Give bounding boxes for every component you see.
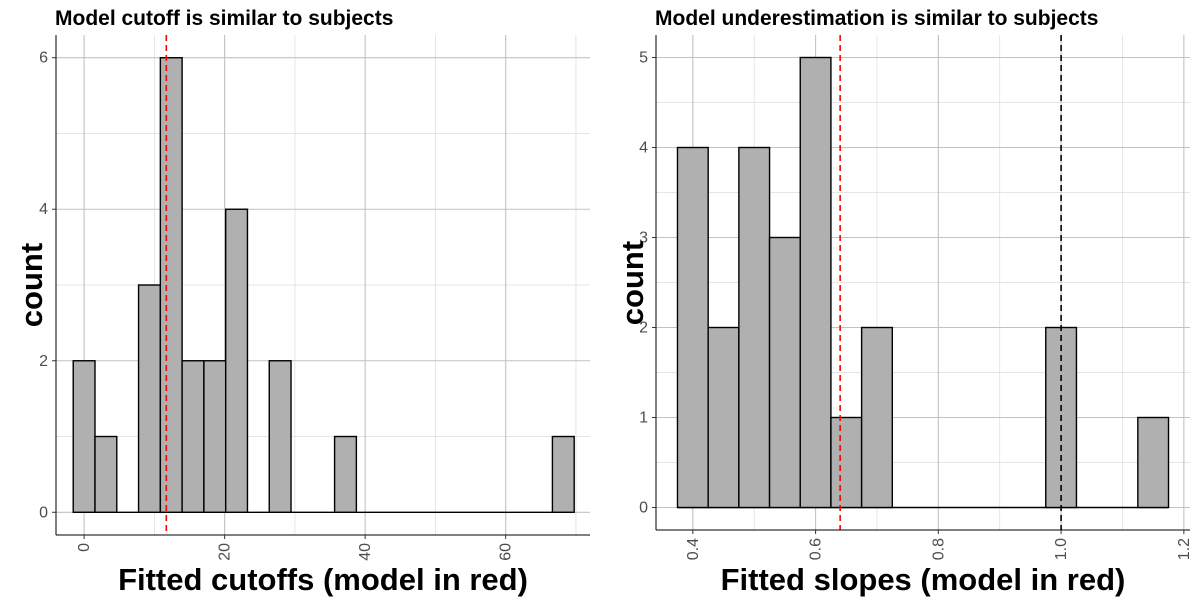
cutoff-histogram-panel: Model cutoff is similar to subjects 0 2 4 6…	[14, 7, 590, 597]
cutoff-histogram-bar	[137, 284, 162, 513]
slope-chart-title: Model underestimation is similar to subj…	[655, 7, 1098, 30]
cutoff-y-tick-label: 6	[39, 50, 48, 67]
slope-histogram-bar	[768, 236, 801, 509]
slope-axes	[655, 35, 1190, 531]
slope-x-tick-label: 1.2	[1176, 538, 1193, 560]
cutoff-x-tick-label: 60	[498, 543, 515, 561]
slope-x-tick-label: 0.8	[930, 538, 947, 560]
cutoff-histogram-bar	[203, 360, 227, 513]
slope-y-tick-label: 2	[639, 320, 648, 337]
cutoff-histogram-bar	[551, 435, 575, 513]
cutoff-y-axis-label: count	[14, 243, 49, 327]
slope-y-axis-label: count	[615, 241, 650, 325]
cutoff-histogram-bar	[333, 435, 358, 513]
cutoff-y-tick-label: 0	[39, 504, 48, 521]
cutoff-histogram-bar	[268, 360, 292, 513]
cutoff-x-tick-label: 0	[76, 543, 93, 552]
slope-ticks: 0 1 2 3 4 5 0.4 0.6 0.8 1.0 1.2	[639, 50, 1193, 561]
slope-histogram-bar	[860, 326, 894, 509]
slope-reference-lines	[839, 35, 1062, 530]
cutoff-histogram-bar	[159, 57, 183, 513]
slope-x-tick-label: 0.4	[685, 538, 702, 560]
slope-y-tick-label: 5	[639, 50, 648, 67]
slope-y-tick-label: 1	[639, 410, 648, 427]
slope-y-tick-label: 3	[639, 230, 648, 247]
cutoff-histogram-bar	[94, 435, 118, 513]
slope-histogram-bar	[830, 416, 863, 509]
cutoff-x-tick-label: 20	[217, 543, 234, 561]
slope-histogram-panel: Model underestimation is similar to subj…	[615, 7, 1193, 597]
cutoff-x-axis-label: Fitted cutoffs (model in red)	[118, 562, 528, 597]
slope-histogram-bar	[799, 56, 832, 509]
slope-y-tick-label: 4	[639, 140, 648, 157]
slope-x-axis-label: Fitted slopes (model in red)	[721, 562, 1126, 597]
cutoff-axes	[55, 35, 590, 536]
slope-y-tick-label: 0	[639, 500, 648, 517]
cutoff-y-tick-label: 2	[39, 353, 48, 370]
cutoff-chart-title: Model cutoff is similar to subjects	[55, 7, 393, 30]
cutoff-histogram-bar	[224, 208, 249, 513]
cutoff-grid	[56, 35, 590, 535]
slope-histogram-bar	[707, 326, 740, 509]
slope-histogram-bar	[1137, 416, 1170, 509]
slope-x-tick-label: 0.6	[808, 538, 825, 560]
cutoff-y-tick-label: 4	[39, 201, 48, 218]
slope-bars	[676, 56, 1170, 509]
cutoff-histogram-bar	[181, 360, 205, 513]
slope-histogram-bar	[738, 146, 771, 509]
slope-x-tick-label: 1.0	[1053, 538, 1070, 560]
cutoff-x-tick-label: 40	[357, 543, 374, 561]
slope-histogram-bar	[676, 146, 709, 509]
cutoff-histogram-bar	[72, 360, 96, 513]
